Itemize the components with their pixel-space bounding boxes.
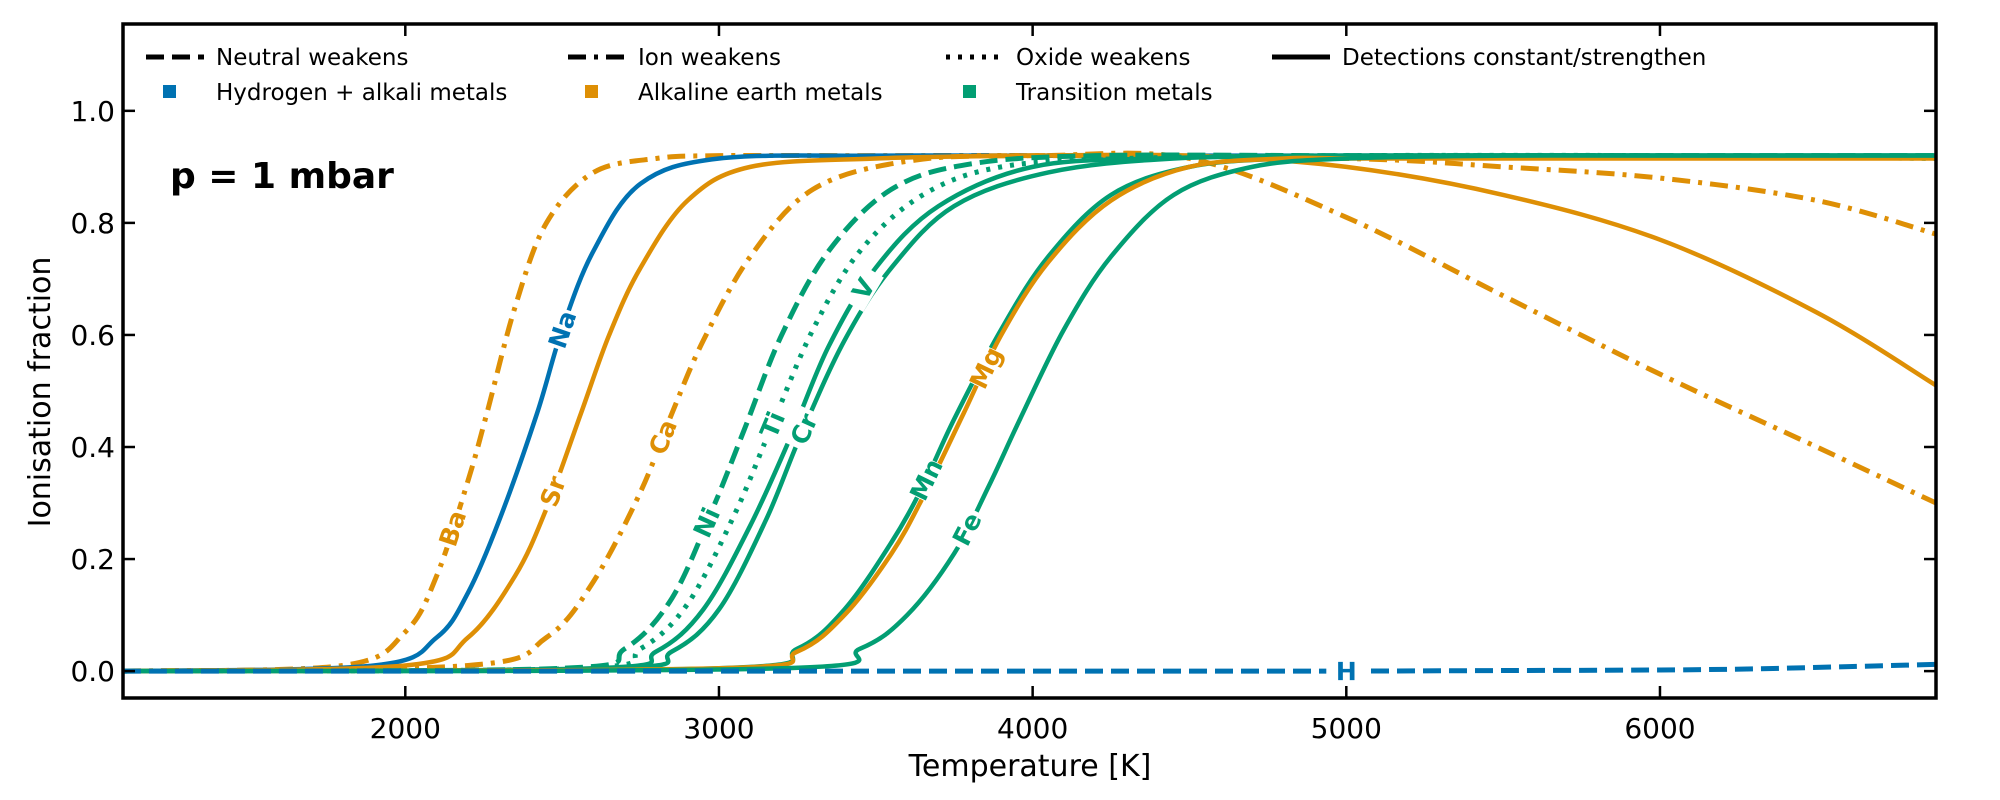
legend-label: Hydrogen + alkali metals	[216, 80, 507, 106]
x-tick-label: 6000	[1624, 712, 1695, 745]
legend-label: Ion weakens	[638, 45, 781, 71]
legend-marker-alkaline_earth	[585, 85, 598, 98]
legend-marker-hydrogen_alkali	[163, 85, 176, 98]
x-tick-label: 4000	[997, 712, 1068, 745]
series-line-mg	[122, 155, 1936, 674]
series-line-fe	[122, 153, 1936, 674]
series-line-ca	[122, 153, 1937, 674]
curve-label-bg	[946, 505, 987, 553]
y-tick-label: 1.0	[70, 95, 115, 128]
legend-label: Oxide weakens	[1016, 45, 1190, 71]
series-line-v	[122, 153, 1936, 674]
y-tick-label: 0.6	[70, 319, 115, 352]
x-tick-label: 2000	[370, 712, 441, 745]
legend-marker-transition	[963, 85, 976, 98]
y-tick-label: 0.8	[70, 207, 115, 240]
curve-label-bg	[643, 413, 682, 460]
curve-label-h: H	[1336, 657, 1357, 686]
curve-label-bg	[966, 344, 1006, 391]
series-line-ni	[122, 152, 1936, 674]
legend-label: Neutral weakens	[216, 45, 408, 71]
y-tick-label: 0.0	[70, 655, 115, 688]
curves-layer	[122, 150, 1938, 674]
series-line-cr	[122, 153, 1936, 674]
series-line-ti	[122, 152, 1937, 674]
legend-label: Alkaline earth metals	[638, 80, 883, 106]
pressure-annotation: p = 1 mbar	[170, 156, 394, 197]
x-tick-label: 5000	[1311, 712, 1382, 745]
series-line-sr	[122, 152, 1938, 674]
curve-label-bg	[544, 306, 580, 353]
ticks-layer: 2000 3000 4000 5000 6000 0.0 0.2 0.4 0.6 0.8 1.0	[70, 24, 1936, 745]
legend-label: Detections constant/strengthen	[1342, 45, 1706, 71]
series-line-h	[122, 661, 1937, 674]
curve-label-bg	[1326, 659, 1367, 684]
curve-label-bg	[842, 265, 884, 312]
x-axis-label: Temperature [K]	[908, 749, 1152, 784]
series-line-mn	[122, 153, 1936, 674]
y-tick-label: 0.2	[70, 543, 115, 576]
curve-label-bg	[434, 505, 471, 551]
curve-label-bg	[753, 401, 792, 448]
series-line-ba	[122, 150, 1938, 674]
legend-label: Transition metals	[1015, 80, 1213, 106]
curve-label-bg	[784, 405, 823, 453]
y-tick-label: 0.4	[70, 431, 115, 464]
x-tick-label: 3000	[683, 712, 754, 745]
curve-label-bg	[687, 499, 726, 546]
legend: Neutral weakens Ion weakens Oxide weakens D…	[146, 45, 1706, 106]
series-line-na	[122, 153, 1936, 674]
axes-frame	[121, 22, 1938, 700]
y-axis-label: Ionisation fraction	[23, 257, 58, 528]
curve-label-bg	[534, 468, 571, 515]
curve-label-bg	[906, 456, 946, 503]
